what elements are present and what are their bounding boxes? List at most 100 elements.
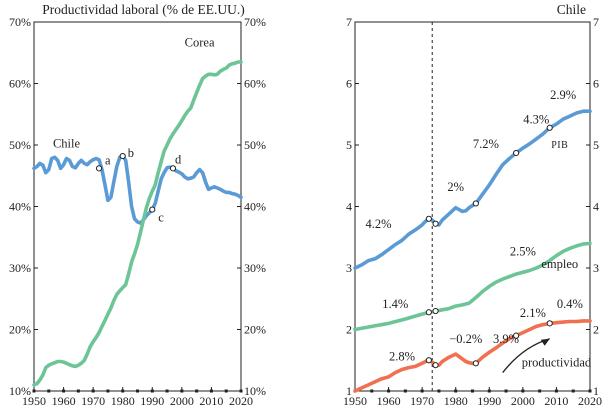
x-tick-label: 2000 <box>170 394 194 408</box>
series-label-chile: Chile <box>53 136 81 150</box>
x-minor-marker <box>121 389 125 393</box>
breakpoint-marker-productividad <box>513 332 520 339</box>
x-tick-label: 2020 <box>578 394 602 408</box>
x-minor-marker <box>454 389 458 393</box>
x-minor-marker <box>150 389 154 393</box>
y-tick-label-right: 2 <box>593 323 599 337</box>
trend-arrow-head <box>540 338 550 346</box>
y-tick-label-right: 60% <box>244 77 266 91</box>
annotation-label-d: d <box>175 152 182 166</box>
y-tick-label-right: 7 <box>593 15 599 29</box>
y-tick-label-right: 10% <box>244 384 266 398</box>
annotation-marker-c <box>149 206 156 213</box>
growth-rate-label: 2.1% <box>520 306 546 320</box>
annotation-marker-a <box>95 165 103 172</box>
series-line-pib <box>353 109 592 270</box>
breakpoint-marker-pib <box>472 200 479 207</box>
x-minor-marker <box>571 389 575 393</box>
growth-rate-label: 2% <box>447 180 464 194</box>
y-tick-label-right: 20% <box>244 323 266 337</box>
x-minor-marker <box>504 389 508 393</box>
x-minor-marker <box>487 389 491 393</box>
growth-rate-label: 2.8% <box>389 349 415 363</box>
growth-rate-label: 0.4% <box>557 297 583 311</box>
y-tick-label-left: 6 <box>346 77 352 91</box>
x-minor-marker <box>239 389 243 393</box>
x-tick-label: 1990 <box>140 394 164 408</box>
x-tick-label: 1970 <box>81 394 105 408</box>
y-tick-label-left: 5 <box>346 138 352 152</box>
chart-title: Productividad laboral (% de EE.UU.) <box>42 2 244 17</box>
series-line-corea <box>32 60 243 387</box>
x-minor-marker <box>554 389 558 393</box>
y-tick-label-right: 3 <box>593 261 599 275</box>
breakpoint-marker-pib <box>425 215 432 222</box>
x-minor-marker <box>32 389 36 393</box>
x-minor-marker <box>91 389 95 393</box>
x-tick-label: 1950 <box>343 394 367 408</box>
x-minor-marker <box>106 389 110 393</box>
x-minor-marker <box>471 389 474 393</box>
x-minor-marker <box>437 389 441 393</box>
breakpoint-marker-productividad <box>546 320 553 327</box>
y-tick-label-right: 6 <box>593 77 599 91</box>
y-tick-label-right: 5 <box>593 138 599 152</box>
breakpoint-marker-productividad <box>425 357 432 364</box>
breakpoint-marker-pib <box>546 124 553 131</box>
growth-rate-label: 4.2% <box>365 217 391 231</box>
y-tick-label-left: 20% <box>9 323 31 337</box>
y-tick-label-left: 3 <box>346 261 352 275</box>
x-minor-marker <box>62 389 66 393</box>
x-tick-label: 1960 <box>52 394 76 408</box>
x-minor-marker <box>224 389 228 393</box>
x-minor-marker <box>420 389 424 393</box>
growth-rate-label: 2.5% <box>510 245 536 259</box>
y-tick-label-right: 30% <box>244 261 266 275</box>
y-tick-label-left: 70% <box>9 15 31 29</box>
x-tick-label: 2000 <box>511 394 535 408</box>
x-minor-marker <box>387 389 391 393</box>
x-minor-marker <box>370 389 374 393</box>
y-tick-label-left: 40% <box>9 200 31 214</box>
annotation-label-c: c <box>158 211 164 225</box>
x-tick-label: 2020 <box>229 394 253 408</box>
x-tick-label: 2010 <box>544 394 568 408</box>
y-tick-label-right: 1 <box>593 384 599 398</box>
growth-rate-label: 3.9% <box>493 332 519 346</box>
y-tick-label-right: 70% <box>244 15 266 29</box>
x-tick-label: 1950 <box>22 394 46 408</box>
y-tick-label-left: 2 <box>346 323 352 337</box>
x-tick-label: 1990 <box>477 394 501 408</box>
left-chart-panel: 10% 10% 20% 20% 30% 30% 40% 40% 50% 50% 60% 60% 70% 7… <box>9 2 266 408</box>
x-minor-marker <box>195 389 199 393</box>
chart-title: Chile <box>557 2 586 17</box>
right-chart-panel: 1 1 2 2 3 3 4 4 5 5 6 6 7 7 1950 1960 1970 1980 1990 2000 20… <box>343 2 602 408</box>
y-tick-label-right: 40% <box>244 200 266 214</box>
x-minor-marker <box>588 389 592 393</box>
x-tick-label: 2010 <box>199 394 223 408</box>
x-minor-marker <box>47 389 51 393</box>
growth-rate-label: −0.2% <box>449 332 482 346</box>
breakpoint-marker-productividad <box>432 362 439 369</box>
y-tick-label-left: 4 <box>346 200 352 214</box>
y-tick-label-right: 50% <box>244 138 266 152</box>
y-tick-label-left: 50% <box>9 138 31 152</box>
y-tick-label-left: 7 <box>346 15 352 29</box>
growth-rate-label: 2.9% <box>550 88 576 102</box>
series-label-empleo: empleo <box>541 257 578 271</box>
plot-frame <box>33 21 242 392</box>
breakpoint-marker-productividad <box>472 360 479 367</box>
x-tick-label: 1980 <box>111 394 135 408</box>
y-tick-label-left: 1 <box>346 384 352 398</box>
x-minor-marker <box>136 389 139 393</box>
series-line-productividad <box>353 319 592 393</box>
x-minor-marker <box>521 389 525 393</box>
x-tick-label: 1960 <box>377 394 401 408</box>
series-label-pib: PIB <box>551 140 568 151</box>
growth-rate-label: 7.2% <box>473 137 499 151</box>
x-minor-marker <box>538 389 542 393</box>
x-minor-marker <box>76 389 80 393</box>
y-tick-label-left: 10% <box>9 384 31 398</box>
x-minor-marker <box>165 389 169 393</box>
